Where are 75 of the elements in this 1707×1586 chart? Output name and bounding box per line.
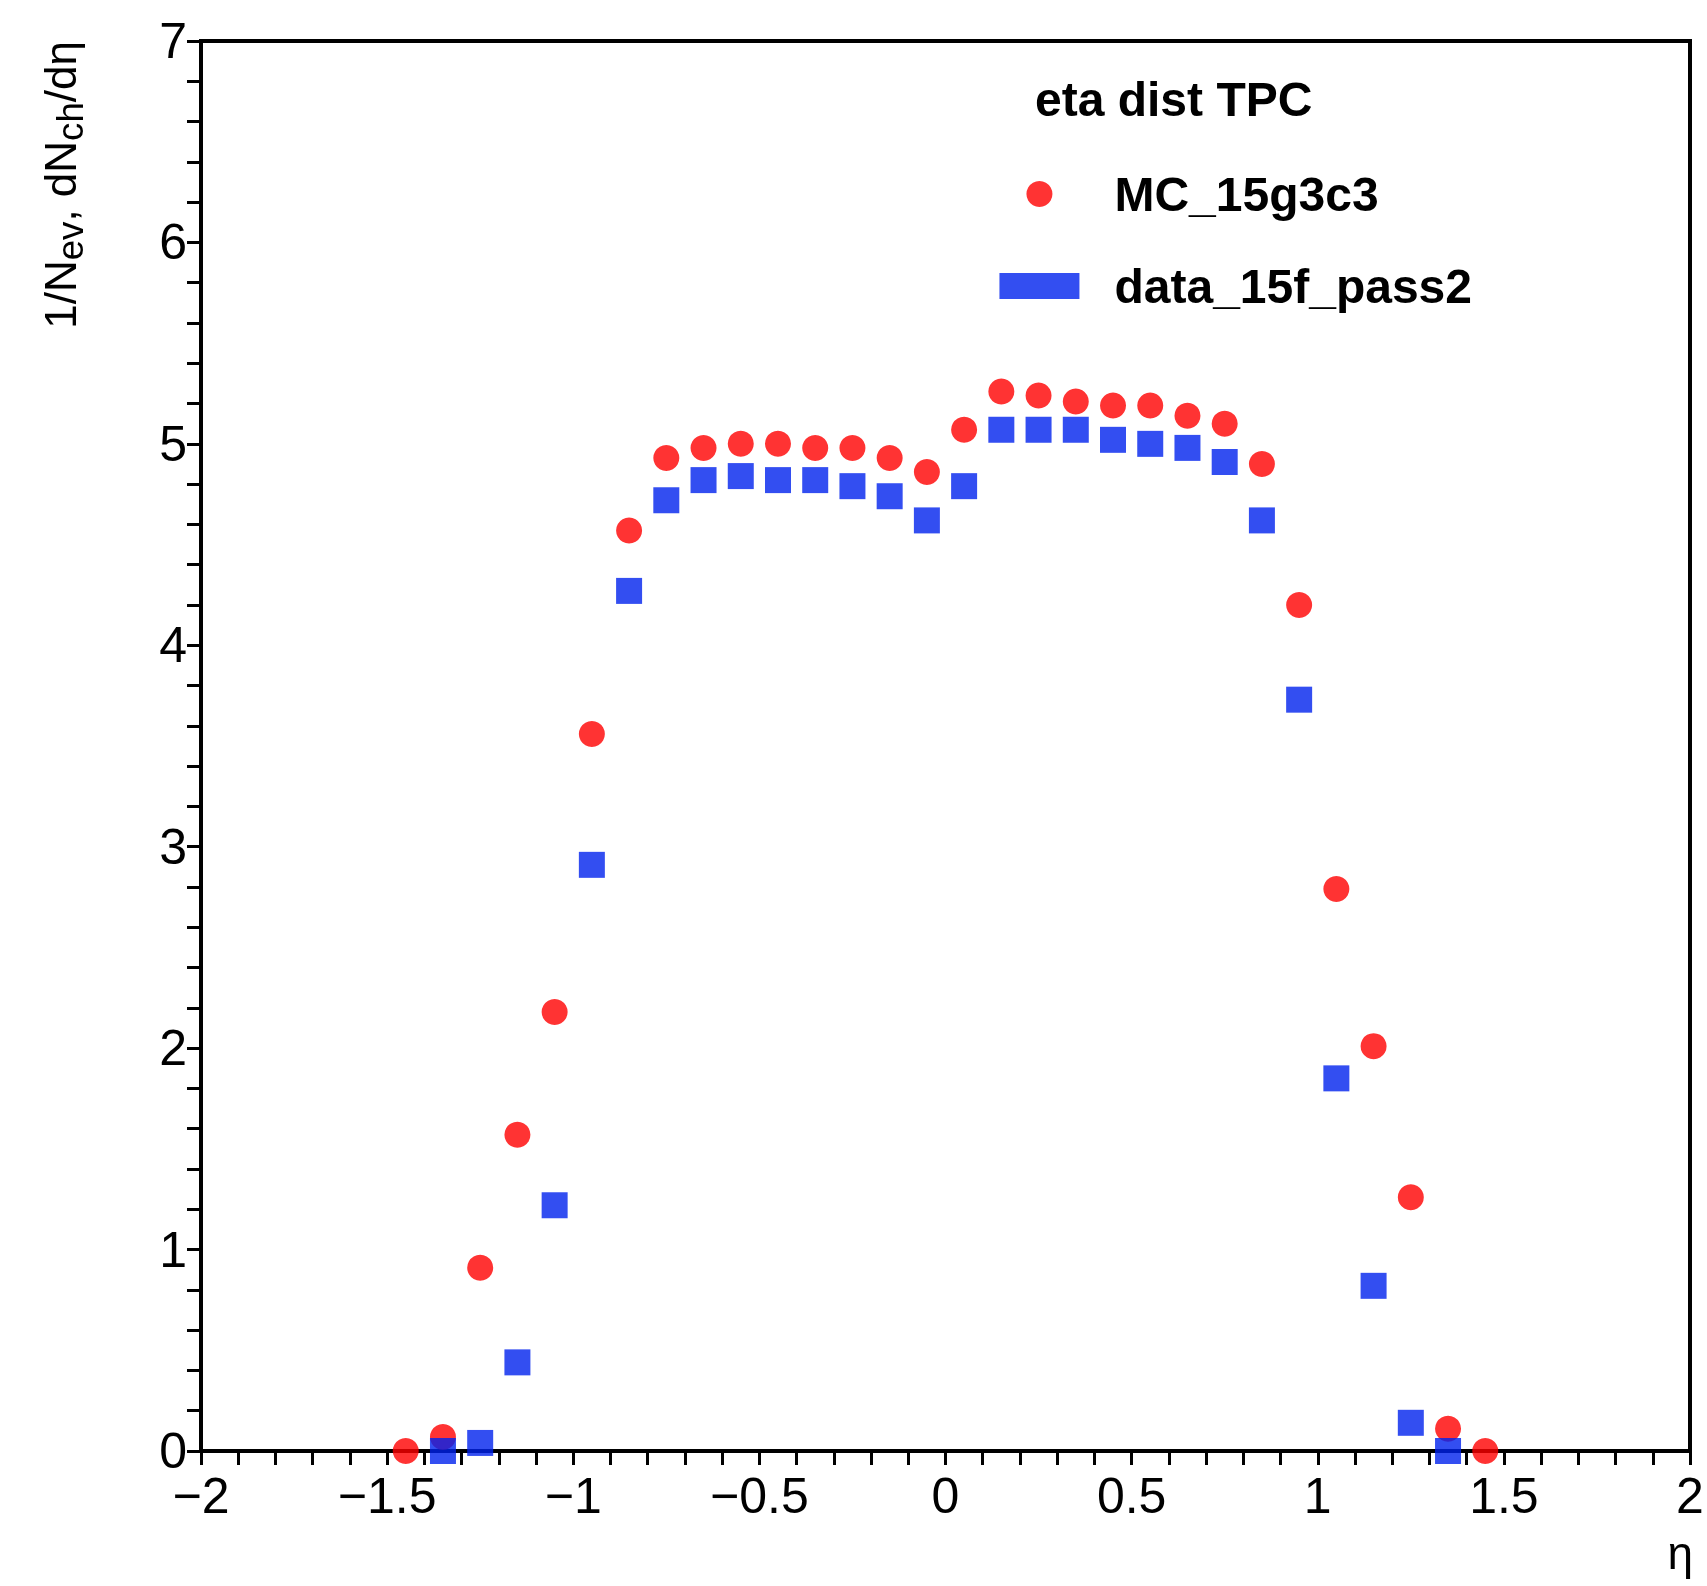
point	[1323, 876, 1350, 903]
point	[1137, 430, 1164, 457]
x-tick-label: 2	[1676, 1468, 1704, 1524]
point	[1286, 686, 1313, 713]
point	[988, 378, 1015, 405]
legend-label: data_15f_pass2	[1114, 259, 1472, 313]
x-tick-label: −1	[544, 1468, 602, 1524]
point	[876, 483, 903, 510]
point	[765, 430, 791, 457]
point	[1397, 1409, 1424, 1436]
point	[616, 517, 643, 544]
point	[1100, 392, 1127, 419]
point	[1174, 434, 1201, 461]
legend-title: eta dist TPC	[1035, 72, 1313, 126]
point	[1211, 448, 1238, 475]
point	[727, 463, 754, 490]
point	[653, 444, 680, 471]
point	[1397, 1184, 1424, 1211]
point	[1248, 507, 1275, 534]
x-axis-title: η	[1667, 1527, 1694, 1579]
legend-label: MC_15g3c3	[1114, 167, 1379, 221]
point	[1248, 451, 1275, 477]
point	[1174, 402, 1201, 429]
point	[1323, 1065, 1350, 1092]
x-tick-label: 1.5	[1469, 1468, 1539, 1524]
x-tick-label: −0.5	[710, 1468, 809, 1524]
point	[1100, 426, 1127, 453]
point	[504, 1121, 531, 1148]
y-tick-label: 6	[159, 214, 187, 271]
y-tick-label: 5	[159, 415, 187, 472]
point	[951, 473, 978, 500]
point	[1472, 1438, 1499, 1464]
y-tick-label: 3	[159, 818, 187, 875]
point	[1360, 1033, 1387, 1060]
point	[1025, 416, 1052, 443]
x-tick-label: −1.5	[337, 1468, 437, 1524]
point	[541, 1192, 568, 1219]
point	[913, 459, 940, 486]
point	[578, 851, 605, 878]
point	[690, 467, 717, 494]
point	[1137, 392, 1164, 419]
point	[429, 1438, 456, 1464]
x-tick-label: 0	[931, 1468, 960, 1524]
point	[690, 434, 717, 461]
y-tick-label: 7	[159, 13, 187, 69]
point	[541, 998, 568, 1025]
point	[839, 473, 866, 500]
point	[1435, 1438, 1462, 1464]
point	[727, 430, 754, 457]
y-tick-label: 1	[159, 1221, 187, 1278]
point	[392, 1438, 419, 1464]
point	[951, 416, 978, 443]
point	[1062, 416, 1089, 443]
point	[764, 467, 791, 494]
point	[578, 720, 605, 747]
point	[913, 507, 940, 534]
point	[839, 434, 866, 461]
point	[802, 434, 829, 461]
x-tick-label: 1	[1303, 1468, 1332, 1524]
point	[1360, 1272, 1387, 1299]
point	[1062, 388, 1089, 415]
y-tick-label: 2	[159, 1020, 187, 1077]
point	[653, 487, 680, 514]
point	[504, 1349, 531, 1376]
y-tick-label: 4	[159, 617, 187, 674]
point	[467, 1254, 494, 1281]
point	[1025, 382, 1052, 409]
point	[1286, 592, 1313, 618]
point	[616, 577, 643, 604]
point	[876, 444, 903, 471]
point	[1211, 410, 1238, 437]
x-tick-label: 0.5	[1096, 1468, 1167, 1524]
point	[988, 416, 1015, 443]
point	[802, 467, 829, 494]
point	[467, 1429, 494, 1456]
